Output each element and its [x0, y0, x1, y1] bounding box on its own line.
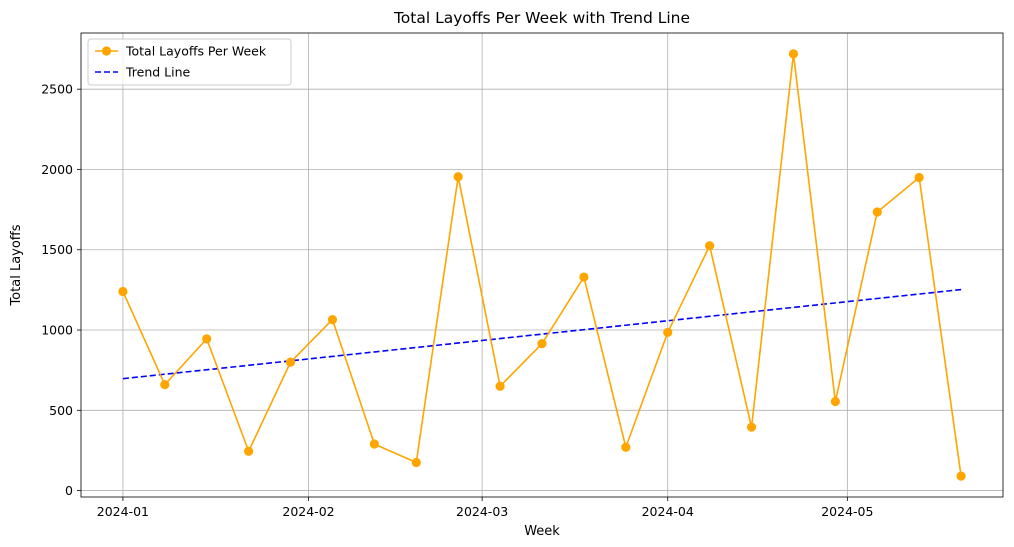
layoffs-data-point [705, 241, 715, 251]
y-axis-ticks: 0 500 1000 1500 2000 2500 [41, 82, 81, 498]
layoffs-data-point [956, 471, 966, 481]
layoffs-data-point [118, 286, 128, 297]
y-tick-label: 2000 [41, 162, 73, 177]
layoffs-data-point [285, 357, 296, 367]
grid-lines [81, 33, 1003, 497]
layoffs-data-point [746, 422, 757, 432]
legend-label-trend: Trend Line [125, 65, 191, 80]
x-tick-label: 2024-03 [456, 504, 508, 519]
layoffs-data-point [788, 49, 799, 59]
x-axis-ticks: 2024-01 2024-02 2024-03 2024-04 2024-05 [97, 497, 873, 519]
layoffs-data-point [621, 442, 631, 452]
x-tick-label: 2024-01 [97, 504, 149, 519]
x-tick-label: 2024-05 [821, 504, 873, 519]
layoffs-data-point [160, 380, 170, 390]
layoffs-data-point [663, 327, 673, 338]
layoffs-data-point [872, 207, 882, 217]
x-axis-label: Week [524, 524, 560, 539]
legend-swatch-marker [101, 46, 112, 56]
y-tick-label: 0 [65, 483, 73, 498]
plot-frame [80, 32, 1004, 498]
y-axis-label: Total Layoffs [9, 224, 24, 306]
x-tick-label: 2024-04 [642, 504, 694, 519]
layoffs-data-point [830, 396, 840, 407]
layoffs-data-point [202, 334, 212, 344]
layoffs-data-point [537, 339, 547, 349]
layoffs-data-point [495, 381, 505, 391]
y-tick-label: 1000 [41, 323, 73, 338]
y-tick-label: 2500 [41, 82, 73, 97]
layoffs-data-point [244, 446, 254, 456]
legend-box [87, 38, 292, 86]
y-tick-label: 1500 [41, 242, 73, 257]
x-tick-label: 2024-02 [282, 504, 334, 519]
layoffs-data-point [579, 272, 589, 282]
layoffs-data-point [453, 172, 463, 182]
layoffs-data-point [327, 314, 338, 325]
legend-label-layoffs: Total Layoffs Per Week [125, 44, 267, 59]
series-layer [118, 49, 966, 481]
trend-line [122, 288, 962, 380]
layoffs-data-point [914, 172, 924, 183]
layoffs-data-point [411, 457, 421, 468]
legend: Total Layoffs Per Week Trend Line [87, 38, 292, 86]
layoffs-data-point [369, 439, 379, 449]
chart-title: Total Layoffs Per Week with Trend Line [393, 9, 690, 27]
y-tick-label: 500 [49, 403, 73, 418]
